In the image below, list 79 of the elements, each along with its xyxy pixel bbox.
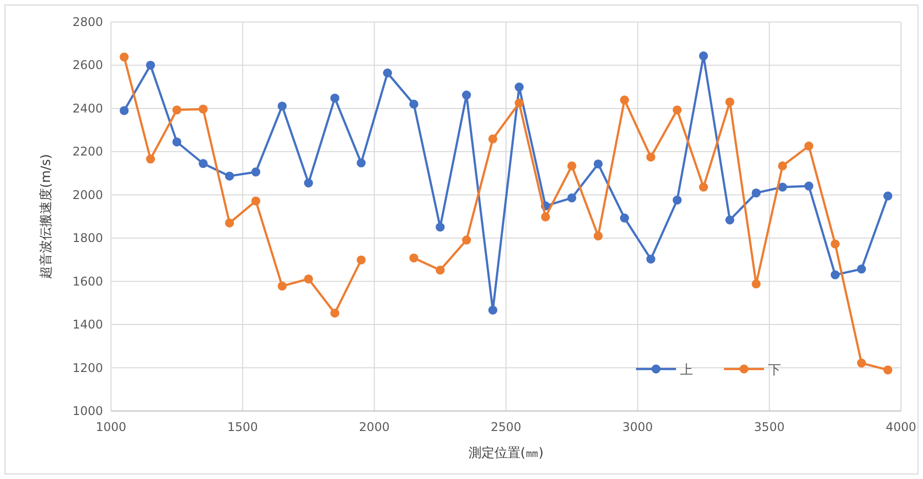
y-tick-label: 1400: [72, 318, 103, 332]
point: [488, 306, 498, 315]
point: [330, 94, 340, 103]
x-tick-label: 2000: [359, 420, 390, 434]
point: [225, 218, 234, 228]
point: [172, 105, 182, 114]
y-tick-label: 2600: [72, 58, 103, 72]
point: [172, 137, 182, 146]
point: [699, 182, 708, 192]
point: [225, 172, 234, 181]
point: [278, 102, 287, 111]
y-tick-label: 2000: [72, 188, 103, 202]
x-tick-label: 2500: [490, 420, 522, 434]
point: [646, 152, 656, 162]
point: [778, 182, 787, 192]
legend-label: 上: [680, 363, 693, 378]
point: [356, 255, 366, 264]
point: [409, 100, 418, 109]
x-tick-label: 4000: [886, 420, 916, 434]
point: [672, 196, 682, 205]
point: [857, 358, 866, 368]
point: [462, 236, 471, 245]
point: [567, 193, 576, 202]
y-tick-label: 1000: [72, 404, 103, 418]
point: [436, 266, 445, 275]
point: [725, 97, 734, 106]
point: [752, 188, 761, 198]
y-tick-label: 2800: [72, 15, 103, 29]
point: [830, 270, 840, 280]
y-tick-label: 2400: [72, 101, 103, 116]
point: [278, 282, 287, 291]
x-tick-label: 3500: [754, 420, 785, 434]
x-tick-label: 1500: [227, 420, 258, 434]
point: [804, 182, 814, 191]
point: [251, 167, 260, 176]
y-tick-label: 1200: [72, 360, 103, 375]
point: [488, 134, 498, 144]
point: [436, 222, 445, 232]
legend-label: 下: [768, 363, 781, 378]
point: [804, 142, 814, 151]
point: [146, 60, 155, 70]
y-tick-label: 1600: [72, 274, 103, 288]
point: [567, 161, 576, 170]
point: [251, 196, 260, 206]
point: [120, 106, 129, 116]
point: [646, 254, 656, 264]
point: [409, 253, 418, 262]
point: [830, 239, 840, 248]
point: [594, 231, 603, 240]
point: [699, 51, 708, 60]
point: [198, 104, 208, 114]
point: [383, 68, 392, 78]
point: [304, 274, 313, 284]
x-tick-label: 1000: [96, 420, 126, 434]
point: [330, 308, 340, 318]
point: [883, 191, 892, 200]
point: [356, 158, 366, 168]
point: [620, 96, 629, 105]
point: [514, 98, 524, 108]
point: [778, 161, 787, 170]
x-tick-label: 3000: [622, 420, 653, 434]
point: [752, 279, 761, 288]
point: [304, 178, 313, 188]
point: [725, 215, 734, 224]
point: [594, 159, 603, 168]
y-tick-label: 1800: [72, 231, 103, 246]
point: [146, 154, 155, 164]
y-axis-title: 超音波伝搬速度(m/s): [38, 154, 54, 279]
point: [620, 214, 629, 223]
point: [462, 90, 471, 100]
point: [541, 212, 550, 222]
point: [857, 264, 866, 274]
point: [672, 105, 682, 114]
point: [883, 365, 892, 374]
x-axis-title: 測定位置(㎜): [468, 446, 544, 461]
point: [120, 52, 129, 62]
point: [198, 159, 208, 168]
point: [514, 82, 524, 92]
y-tick-label: 2200: [72, 144, 103, 159]
